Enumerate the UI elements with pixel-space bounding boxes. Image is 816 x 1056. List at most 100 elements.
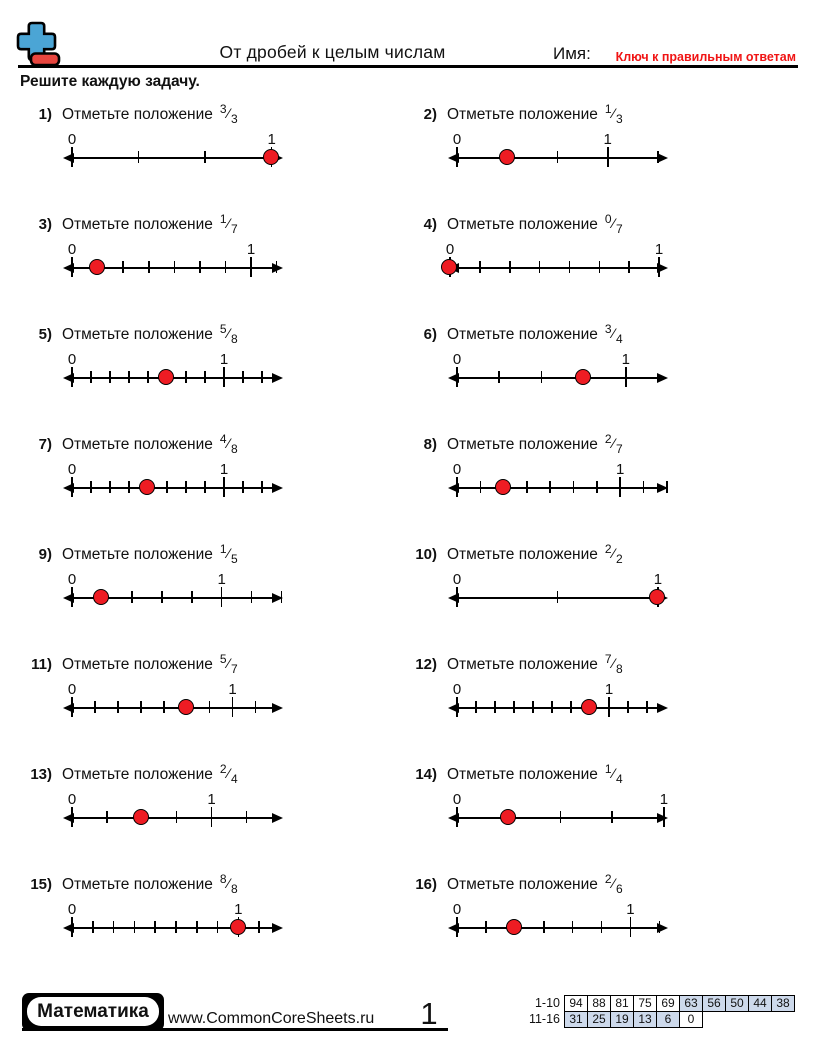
fraction-numerator: 0 <box>604 212 612 226</box>
tick-mark <box>147 261 150 273</box>
answer-dot <box>88 259 105 276</box>
tick-mark <box>600 921 603 933</box>
answer-dot <box>500 809 517 826</box>
problem-number: 2) <box>423 106 437 123</box>
tick-mark <box>223 367 225 387</box>
tick-mark <box>479 261 481 273</box>
problem-prompt: Отметьте положение 5⁄8 <box>62 322 238 346</box>
tick-mark <box>619 477 621 497</box>
problem-prompt: Отметьте положение 3⁄3 <box>62 102 238 126</box>
fraction-numerator: 4 <box>219 432 227 446</box>
score-cell: 88 <box>587 995 611 1012</box>
fraction-numerator: 2 <box>604 872 612 886</box>
fraction-denominator: 4 <box>230 772 238 786</box>
score-cell: 94 <box>564 995 588 1012</box>
fraction-numerator: 2 <box>219 762 227 776</box>
tick-mark <box>663 807 665 827</box>
score-row-label: 11-16 <box>528 1012 560 1026</box>
problem-prompt: Отметьте положение 3⁄4 <box>447 322 623 346</box>
left-arrowhead <box>448 372 459 383</box>
axis-label-one: 1 <box>219 351 229 368</box>
footer-divider <box>22 1028 448 1031</box>
tick-mark <box>204 151 206 163</box>
line-segment <box>68 707 278 709</box>
tick-mark <box>658 257 660 277</box>
right-arrowhead <box>657 702 668 713</box>
answer-dot <box>649 589 666 606</box>
problem-prompt: Отметьте положение 2⁄2 <box>447 542 623 566</box>
score-table-row: 1-10 94 88 81 75 69 63 56 50 44 38 <box>500 995 795 1012</box>
right-arrowhead <box>272 372 283 383</box>
score-cell: 13 <box>633 1011 657 1028</box>
left-arrowhead <box>63 922 74 933</box>
tick-mark <box>456 697 458 717</box>
tick-mark <box>231 697 234 717</box>
fraction: 7⁄8 <box>605 652 623 676</box>
left-arrowhead <box>63 812 74 823</box>
tick-mark <box>556 151 559 163</box>
tick-mark <box>94 701 96 713</box>
tick-mark <box>596 481 598 493</box>
problem-number: 15) <box>30 876 52 893</box>
instructions-text: Решите каждую задачу. <box>20 73 200 90</box>
tick-mark <box>456 587 458 607</box>
tick-mark <box>559 811 562 823</box>
problem-number: 3) <box>38 216 52 233</box>
tick-mark <box>598 261 601 273</box>
problem-number: 7) <box>38 436 52 453</box>
fraction-numerator: 2 <box>604 542 612 556</box>
axis-label-zero: 0 <box>452 131 462 148</box>
problem-number: 11) <box>31 656 52 673</box>
tick-mark <box>479 481 482 493</box>
fraction: 5⁄8 <box>220 322 238 346</box>
tick-mark <box>173 261 176 273</box>
problem-number: 9) <box>38 546 52 563</box>
fraction-numerator: 5 <box>219 652 227 666</box>
fraction: 2⁄6 <box>605 872 623 896</box>
fraction-denominator: 5 <box>230 552 238 566</box>
problem-prompt: Отметьте положение 1⁄3 <box>447 102 623 126</box>
prompt-text: Отметьте положение <box>447 106 598 123</box>
fraction-numerator: 2 <box>604 432 612 446</box>
tick-mark <box>131 591 133 603</box>
prompt-text: Отметьте положение <box>62 546 213 563</box>
page-title: От дробей к целым числам <box>219 42 446 62</box>
score-cell: 38 <box>771 995 795 1012</box>
answer-dot <box>158 369 175 386</box>
score-cell: 6 <box>656 1011 680 1028</box>
score-cell: 75 <box>633 995 657 1012</box>
line-segment <box>68 487 278 489</box>
tick-mark <box>485 921 487 933</box>
tick-mark <box>242 481 244 493</box>
problem-number: 10) <box>415 546 437 563</box>
fraction-slash: ⁄ <box>612 765 615 781</box>
problem-number: 5) <box>38 326 52 343</box>
prompt-text: Отметьте положение <box>62 216 213 233</box>
left-arrowhead <box>63 592 74 603</box>
left-arrowhead <box>63 372 74 383</box>
score-cell: 81 <box>610 995 634 1012</box>
axis-label-zero: 0 <box>67 901 77 918</box>
axis-label-one: 1 <box>659 791 669 808</box>
tick-mark <box>606 147 609 167</box>
fraction-slash: ⁄ <box>612 325 615 341</box>
fraction: 1⁄5 <box>220 542 238 566</box>
tick-mark <box>190 591 193 603</box>
fraction: 2⁄2 <box>605 542 623 566</box>
tick-mark <box>216 921 219 933</box>
problem-prompt: Отметьте положение 8⁄8 <box>62 872 238 896</box>
score-cell: 25 <box>587 1011 611 1028</box>
axis-label-zero: 0 <box>67 681 77 698</box>
problem-prompt: Отметьте положение 5⁄7 <box>62 652 238 676</box>
tick-mark <box>261 371 263 383</box>
tick-mark <box>611 811 613 823</box>
left-arrowhead <box>63 262 74 273</box>
